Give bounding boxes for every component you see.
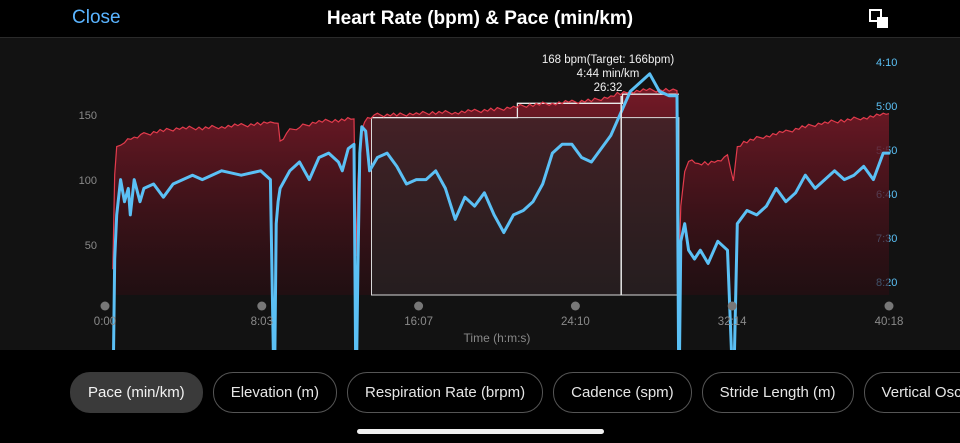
x-tick-label: 16:07 xyxy=(404,316,433,328)
tab-pace[interactable]: Pace (min/km) xyxy=(70,372,203,413)
tab-respiration-rate[interactable]: Respiration Rate (brpm) xyxy=(347,372,544,413)
y-left-tick-label: 150 xyxy=(79,110,97,122)
y-right-tick-label: 5:00 xyxy=(876,101,897,113)
tab-elevation[interactable]: Elevation (m) xyxy=(212,372,338,413)
tooltip-pace: 4:44 min/km xyxy=(577,68,640,80)
x-tick-label: 8:03 xyxy=(251,316,273,328)
tab-vertical-oscillation[interactable]: Vertical Oscillation xyxy=(863,372,960,413)
y-right-tick-label: 4:10 xyxy=(876,57,897,69)
x-tick-label: 0:00 xyxy=(94,316,116,328)
x-tick-label: 24:10 xyxy=(561,316,590,328)
x-tick-dot xyxy=(727,301,737,311)
selection-highlight xyxy=(371,117,680,296)
tab-cadence[interactable]: Cadence (spm) xyxy=(553,372,692,413)
pace-line xyxy=(112,72,891,350)
y-left-tick-label: 100 xyxy=(79,175,97,187)
home-indicator xyxy=(357,429,604,434)
x-tick-dot xyxy=(100,301,110,311)
top-bar: Close Heart Rate (bpm) & Pace (min/km) xyxy=(0,0,960,38)
tooltip-heart-rate: 168 bpm(Target: 166bpm) xyxy=(542,54,674,66)
tooltip-time: 26:32 xyxy=(594,82,623,94)
y-left-tick-label: 50 xyxy=(85,240,97,252)
expand-icon[interactable] xyxy=(868,8,890,30)
tooltip: 168 bpm(Target: 166bpm) 4:44 min/km 26:3… xyxy=(542,54,674,94)
x-tick-dot xyxy=(257,301,267,311)
page-title: Heart Rate (bpm) & Pace (min/km) xyxy=(326,8,634,29)
x-axis-title: Time (h:m:s) xyxy=(464,331,531,345)
x-tick-dot xyxy=(414,301,424,311)
heart-rate-line xyxy=(112,87,890,273)
x-tick-label: 32:14 xyxy=(718,316,747,328)
tab-stride-length[interactable]: Stride Length (m) xyxy=(701,372,854,413)
x-tick-label: 40:18 xyxy=(875,316,904,328)
x-tick-dot xyxy=(570,301,580,311)
close-button[interactable]: Close xyxy=(72,7,121,28)
x-tick-dot xyxy=(884,301,894,311)
target-heart-rate-line xyxy=(371,93,679,119)
metric-tabs: Pace (min/km) Elevation (m) Respiration Ra… xyxy=(70,372,960,413)
